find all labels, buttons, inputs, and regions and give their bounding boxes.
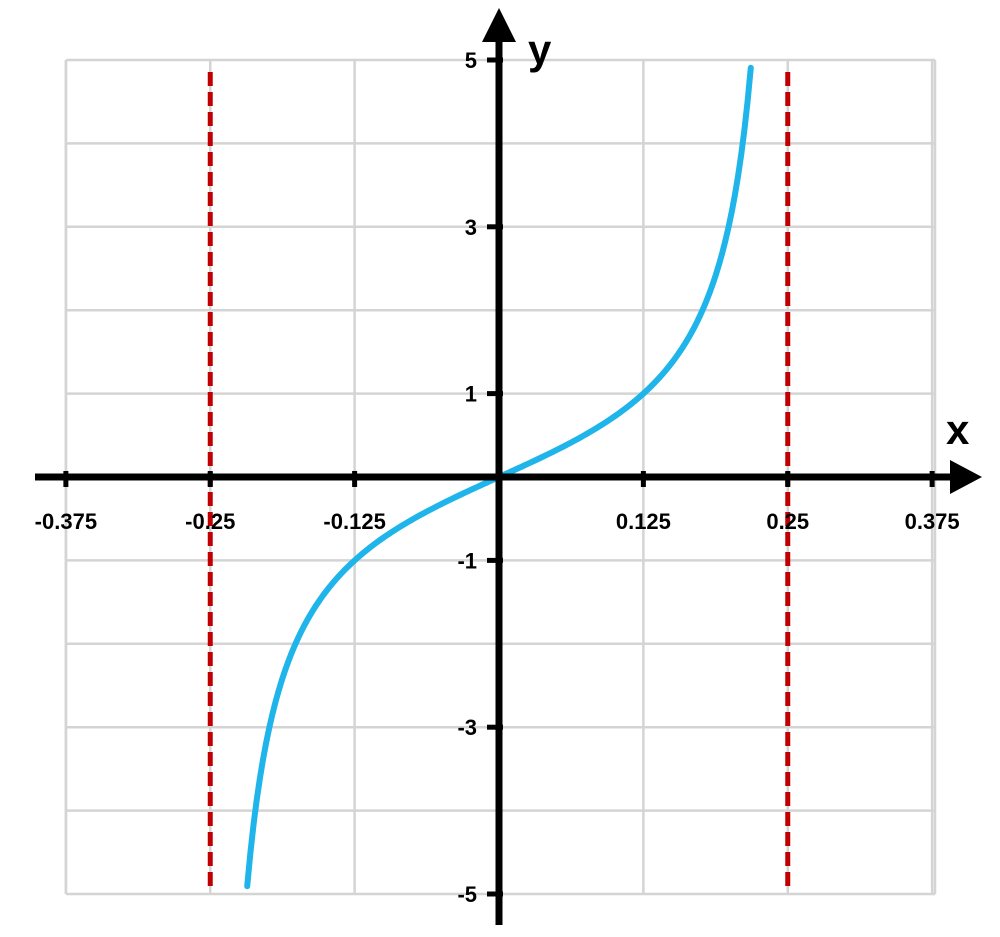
y-tick-label: -3 (457, 715, 477, 740)
x-tick-label: 0.125 (616, 509, 671, 534)
y-tick-label: -1 (457, 548, 477, 573)
x-axis-label: x (946, 406, 970, 453)
ticks (63, 57, 935, 897)
y-tick-label: 1 (465, 382, 477, 407)
axes (35, 8, 982, 925)
y-tick-label: 5 (465, 48, 477, 73)
y-tick-label: -5 (457, 882, 477, 907)
x-tick-label: -0.125 (323, 509, 385, 534)
x-tick-label: -0.25 (185, 509, 235, 534)
y-tick-label: 3 (465, 215, 477, 240)
y-axis-arrow (482, 8, 516, 42)
tick-labels: -0.375 -0.25 -0.125 0.125 0.25 0.375 -5 -3 -1 1 3 5 (35, 48, 960, 907)
x-axis-arrow (950, 460, 982, 494)
x-tick-label: 0.25 (766, 509, 809, 534)
x-tick-label: -0.375 (35, 509, 97, 534)
x-tick-label: 0.375 (905, 509, 960, 534)
y-axis-label: y (528, 26, 552, 73)
